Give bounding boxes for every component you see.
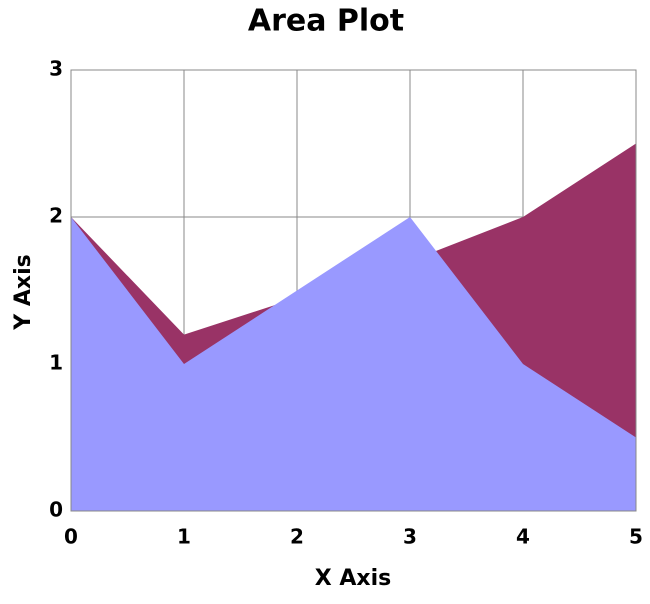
x-axis-label: X Axis [315, 566, 391, 591]
y-tick-label: 0 [49, 498, 63, 522]
area [71, 217, 636, 511]
y-tick-label: 3 [49, 57, 63, 81]
x-tick-label: 1 [177, 525, 191, 549]
y-tick-label: 2 [49, 204, 63, 228]
chart-title: Area Plot [248, 4, 404, 39]
x-tick-label: 2 [290, 525, 304, 549]
x-tick-label: 0 [64, 525, 78, 549]
x-tick-label: 5 [629, 525, 643, 549]
x-tick-label: 3 [403, 525, 417, 549]
y-tick-label: 1 [49, 351, 63, 375]
plot-frame [70, 69, 637, 512]
x-tick-label: 4 [516, 525, 530, 549]
y-axis-label: Y Axis [11, 254, 36, 330]
